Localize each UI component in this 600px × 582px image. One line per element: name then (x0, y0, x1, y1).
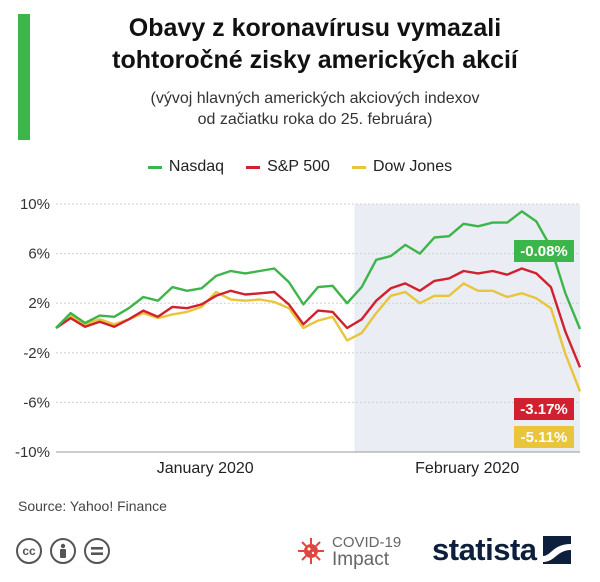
y-tick-label: 10% (20, 196, 50, 213)
equals-glyph (91, 547, 103, 555)
legend-swatch-dow (351, 165, 366, 169)
end-label-box-sp500 (514, 398, 574, 420)
y-tick-label: 6% (28, 246, 50, 263)
subtitle-line-2: od začiatku roka do 25. februára) (197, 111, 433, 128)
legend-swatch-nasdaq (147, 165, 162, 169)
covid-line-2: Impact (332, 549, 390, 570)
person-glyph (60, 543, 66, 558)
series-line-dow (55, 282, 582, 392)
end-label-box-nasdaq (514, 240, 574, 262)
legend-label-sp500: S&P 500 (267, 158, 330, 175)
legend-swatch-sp500 (246, 165, 261, 169)
y-tick-label: -10% (15, 444, 50, 461)
end-label-nasdaq: -0.08% (520, 243, 568, 260)
legend-item-dow[interactable]: Dow Jones (351, 158, 453, 176)
end-label-box-dow (514, 426, 574, 448)
covid-impact-text: COVID-19 Impact (332, 534, 402, 570)
legend: Nasdaq S&P 500 Dow Jones (0, 158, 600, 176)
legend-label-nasdaq: Nasdaq (168, 158, 225, 175)
end-label-dow: -5.11% (521, 429, 568, 446)
x-group-label-february: February 2020 (415, 460, 519, 477)
chart-subtitle: (vývoj hlavných amerických akciových ind… (40, 88, 590, 130)
legend-item-nasdaq[interactable]: Nasdaq (147, 158, 225, 176)
subtitle-line-1: (vývoj hlavných amerických akciových ind… (150, 90, 480, 107)
creative-commons-icon[interactable]: cc (16, 538, 42, 564)
end-label-sp500: -3.17% (520, 401, 568, 418)
no-derivatives-icon[interactable] (84, 538, 110, 564)
footer: cc COVID-19 (0, 530, 600, 576)
title-line-1: Obavy z koronavírusu vymazali (128, 14, 502, 42)
chart-title: Obavy z koronavírusu vymazali tohtoročné… (40, 12, 590, 76)
series-line-sp500 (55, 267, 582, 368)
virus-icon (298, 538, 324, 564)
covid-impact-badge[interactable]: COVID-19 Impact (296, 534, 402, 570)
legend-label-dow: Dow Jones (372, 158, 453, 175)
statista-mark-icon (542, 536, 571, 564)
attribution-icon[interactable] (50, 538, 76, 564)
series-line-nasdaq (55, 210, 582, 330)
y-tick-label: 2% (28, 295, 50, 312)
covid-line-1: COVID-19 (332, 534, 402, 551)
y-tick-label: -2% (23, 345, 50, 362)
statista-wordmark: statista (432, 532, 537, 567)
y-tick-label: -6% (23, 394, 50, 411)
x-group-label-january: January 2020 (157, 460, 254, 477)
legend-item-sp500[interactable]: S&P 500 (246, 158, 330, 176)
statista-logo[interactable]: statista (432, 532, 571, 568)
license-icons[interactable]: cc (16, 538, 110, 564)
source-note[interactable]: Source: Yahoo! Finance (18, 498, 167, 514)
title-line-2: tohtoročné zisky amerických akcií (112, 46, 518, 74)
accent-bar (18, 14, 30, 140)
